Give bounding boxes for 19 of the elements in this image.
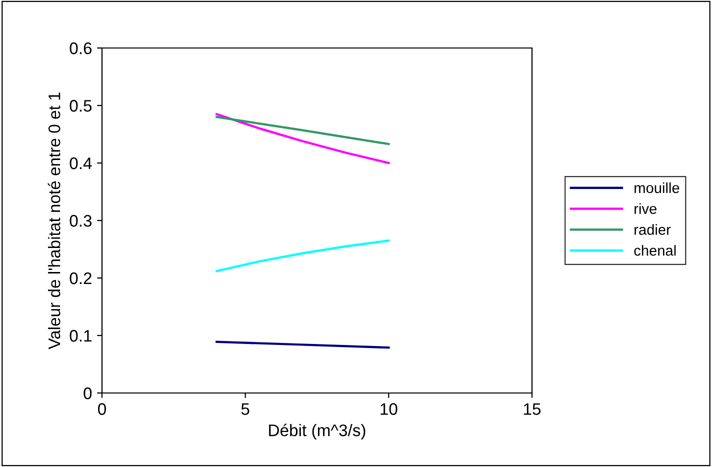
x-tick-label: 10 — [380, 403, 398, 415]
legend-label: mouille — [634, 182, 680, 194]
x-tick-label: 5 — [241, 403, 250, 415]
y-tick-label: 0.6 — [70, 42, 92, 54]
x-tick-label: 0 — [98, 403, 106, 415]
y-tick-label: 0.4 — [70, 157, 92, 170]
x-axis-title: Débit (m^3/s) — [269, 424, 366, 440]
line-series — [216, 240, 390, 272]
legend-label: chenal — [634, 245, 676, 256]
y-tick-label: 0.5 — [70, 100, 92, 112]
legend-label: rive — [634, 203, 656, 214]
y-tick-label: 0.3 — [70, 214, 92, 227]
x-tick-label: 15 — [524, 403, 541, 415]
y-tick-label: 0 — [84, 387, 92, 400]
line-series — [216, 113, 390, 164]
y-axis-title: Valeur de l'habitat noté entre 0 et 1 — [48, 92, 60, 350]
y-tick-label: 0.2 — [70, 272, 92, 284]
y-tick-label: 0.1 — [70, 330, 92, 342]
legend-label: radier — [634, 224, 671, 235]
